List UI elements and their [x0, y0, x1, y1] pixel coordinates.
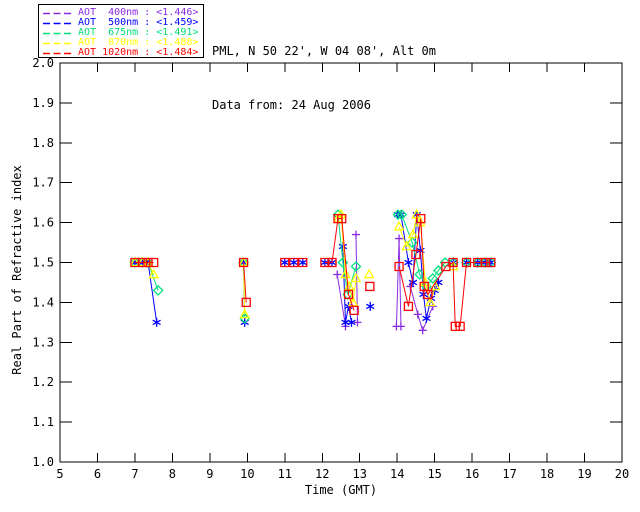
- svg-text:19: 19: [577, 467, 591, 481]
- svg-text:1.3: 1.3: [32, 335, 54, 349]
- legend-dash-icon: [43, 32, 73, 34]
- svg-text:17: 17: [502, 467, 516, 481]
- legend-label-675nm: AOT 675nm : <1.491>: [78, 27, 199, 38]
- header-block: PML, N 50 22', W 04 08', Alt 0m Data fro…: [212, 6, 436, 150]
- legend-item-500nm: AOT 500nm : <1.459>: [43, 18, 201, 28]
- legend-dash-icon: [43, 12, 73, 14]
- legend-item-870nm: AOT 870nm : <1.488>: [43, 38, 201, 48]
- legend-label-1020nm: AOT 1020nm : <1.484>: [78, 47, 199, 58]
- site-location-text: PML, N 50 22', W 04 08', Alt 0m: [212, 44, 436, 58]
- svg-text:12: 12: [315, 467, 329, 481]
- legend-box: AOT 400nm : <1.446> AOT 500nm : <1.459> …: [38, 4, 204, 58]
- svg-text:18: 18: [540, 467, 554, 481]
- legend-label-400nm: AOT 400nm : <1.446>: [78, 7, 199, 18]
- legend-label-500nm: AOT 500nm : <1.459>: [78, 17, 199, 28]
- x-axis-title: Time (GMT): [304, 483, 378, 497]
- svg-text:11: 11: [278, 467, 292, 481]
- y-axis-title: Real Part of Refractive index: [10, 165, 24, 375]
- svg-text:1.1: 1.1: [32, 415, 54, 429]
- svg-text:1.8: 1.8: [32, 136, 54, 150]
- legend-label-870nm: AOT 870nm : <1.488>: [78, 37, 199, 48]
- svg-text:20: 20: [615, 467, 629, 481]
- svg-text:16: 16: [465, 467, 479, 481]
- svg-text:2.0: 2.0: [32, 56, 54, 70]
- svg-text:8: 8: [169, 467, 176, 481]
- legend-dash-icon: [43, 42, 73, 44]
- svg-text:6: 6: [94, 467, 101, 481]
- data-date-text: Data from: 24 Aug 2006: [212, 98, 371, 112]
- legend-item-675nm: AOT 675nm : <1.491>: [43, 28, 201, 38]
- svg-text:15: 15: [427, 467, 441, 481]
- svg-text:13: 13: [353, 467, 367, 481]
- svg-text:1.6: 1.6: [32, 216, 54, 230]
- legend-dash-icon: [43, 52, 73, 54]
- svg-text:1.0: 1.0: [32, 455, 54, 469]
- legend-item-400nm: AOT 400nm : <1.446>: [43, 8, 201, 18]
- svg-text:10: 10: [240, 467, 254, 481]
- legend-dash-icon: [43, 22, 73, 24]
- svg-text:9: 9: [206, 467, 213, 481]
- svg-text:1.9: 1.9: [32, 96, 54, 110]
- svg-text:5: 5: [56, 467, 63, 481]
- svg-text:1.7: 1.7: [32, 176, 54, 190]
- svg-text:1.5: 1.5: [32, 256, 54, 270]
- svg-text:14: 14: [390, 467, 404, 481]
- svg-text:1.4: 1.4: [32, 295, 54, 309]
- svg-text:1.2: 1.2: [32, 375, 54, 389]
- svg-text:7: 7: [131, 467, 138, 481]
- legend-item-1020nm: AOT 1020nm : <1.484>: [43, 48, 201, 58]
